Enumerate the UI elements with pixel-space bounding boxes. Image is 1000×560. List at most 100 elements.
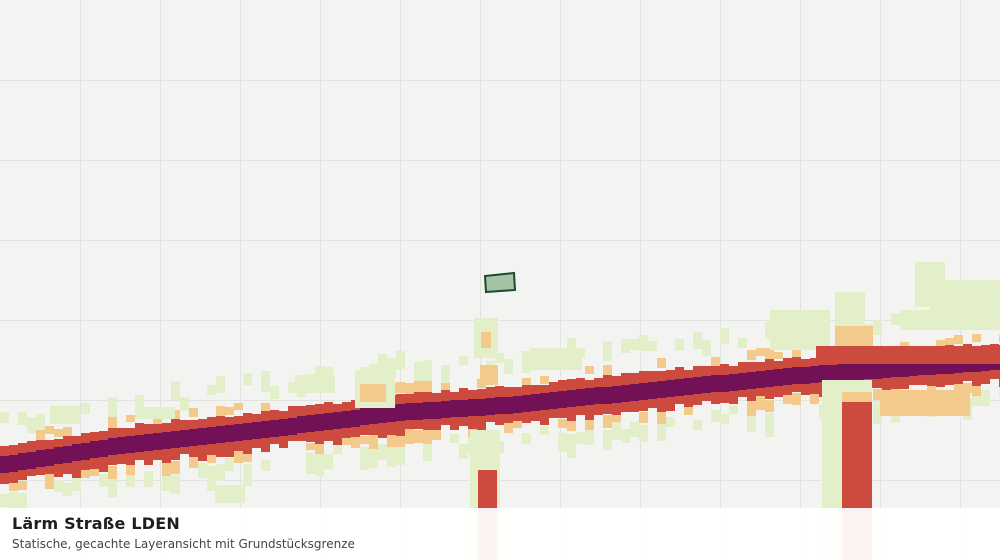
noise-cell-level-2: [126, 463, 135, 475]
noise-cell-level-4: [720, 375, 729, 392]
noise-cell-level-1: [171, 475, 180, 494]
noise-cell-level-4: [702, 376, 711, 393]
noise-cell-level-4: [288, 418, 297, 435]
noise-cell-level-4: [864, 362, 873, 379]
noise-cell-level-1: [522, 433, 531, 444]
noise-cell-level-1: [387, 443, 396, 467]
noise-cell-level-2: [810, 393, 819, 404]
noise-cell-level-2: [603, 365, 612, 379]
noise-cell-level-2: [480, 365, 498, 385]
noise-cell-level-1: [459, 356, 468, 365]
noise-cell-level-4: [540, 393, 549, 410]
noise-cell-level-4: [216, 426, 225, 443]
noise-cell-level-1: [369, 448, 378, 468]
noise-cell-level-1: [387, 358, 396, 378]
noise-cell-level-2: [747, 350, 756, 360]
parcel-boundary[interactable]: [483, 271, 517, 294]
noise-cell-level-4: [792, 367, 801, 384]
noise-cell-level-2: [108, 466, 117, 479]
noise-cell-level-1: [135, 407, 175, 419]
noise-cell-level-1: [333, 444, 342, 454]
noise-cell-level-1: [972, 388, 981, 406]
noise-cell-level-1: [738, 338, 747, 348]
noise-cell-level-2: [558, 419, 567, 428]
noise-cell-level-1: [693, 420, 702, 430]
noise-cell-level-2: [657, 358, 666, 368]
noise-cell-level-4: [27, 452, 36, 469]
noise-cell-level-3: [478, 479, 497, 488]
noise-cell-level-3: [842, 490, 872, 499]
noise-cell-level-2: [972, 384, 981, 396]
noise-cell-level-2: [954, 335, 963, 344]
noise-cell-level-4: [207, 427, 216, 444]
noise-cell-level-1: [0, 412, 9, 423]
noise-cell-level-2: [63, 427, 72, 437]
noise-cell-level-4: [126, 436, 135, 453]
noise-cell-level-2: [774, 352, 783, 359]
noise-cell-level-3: [842, 454, 872, 463]
noise-cell-level-4: [828, 365, 837, 382]
noise-cell-level-4: [378, 406, 387, 423]
noise-cell-level-4: [522, 395, 531, 412]
noise-cell-level-1: [295, 375, 335, 393]
noise-cell-level-1: [648, 341, 657, 351]
noise-cell-level-2: [972, 334, 981, 342]
noise-cell-level-1: [835, 292, 865, 330]
noise-cell-level-4: [738, 373, 747, 390]
noise-cell-level-1: [0, 494, 9, 507]
noise-cell-level-2: [963, 383, 972, 393]
noise-cell-level-2: [585, 418, 594, 430]
noise-cell-level-1: [459, 444, 468, 459]
noise-cell-level-4: [810, 366, 819, 383]
noise-cell-level-4: [99, 440, 108, 457]
noise-cell-level-4: [432, 402, 441, 419]
noise-cell-level-1: [396, 351, 405, 369]
noise-cell-level-4: [423, 402, 432, 419]
noise-cell-level-1: [612, 420, 621, 440]
noise-cell-level-1: [470, 430, 500, 439]
noise-cell-level-1: [270, 386, 279, 399]
noise-cell-level-2: [522, 378, 531, 389]
noise-cell-level-3: [842, 445, 872, 454]
noise-cell-level-1: [770, 310, 830, 350]
noise-cell-level-2: [36, 430, 45, 442]
noise-cell-level-4: [396, 404, 405, 421]
noise-cell-level-4: [585, 388, 594, 405]
noise-cell-level-2: [207, 455, 216, 463]
noise-cell-level-2: [792, 393, 801, 405]
noise-cell-level-2: [441, 383, 450, 395]
noise-cell-level-4: [666, 380, 675, 397]
noise-cell-level-1: [315, 452, 324, 476]
noise-cell-level-2: [405, 429, 414, 444]
noise-cell-level-2: [189, 456, 198, 468]
noise-cell-level-4: [531, 394, 540, 411]
noise-cell-level-4: [135, 435, 144, 452]
noise-cell-level-4: [144, 434, 153, 451]
noise-cell-level-2: [504, 423, 513, 433]
noise-cell-level-4: [369, 407, 378, 424]
noise-cell-level-4: [954, 356, 963, 373]
noise-cell-level-1: [693, 332, 702, 349]
noise-cell-level-3: [842, 481, 872, 490]
noise-cell-level-2: [351, 437, 360, 448]
noise-cell-level-4: [468, 399, 477, 416]
noise-cell-level-4: [0, 456, 9, 473]
noise-cell-level-2: [540, 376, 549, 384]
noise-cell-level-4: [234, 424, 243, 441]
noise-cell-level-2: [342, 438, 351, 445]
noise-cell-level-4: [909, 359, 918, 376]
noise-cell-level-4: [63, 446, 72, 463]
noise-cell-level-2: [387, 434, 396, 447]
noise-cell-level-2: [481, 332, 491, 348]
noise-cell-level-1: [50, 406, 80, 424]
noise-cell-level-1: [666, 417, 675, 427]
noise-cell-level-1: [288, 382, 297, 393]
noise-cell-level-1: [72, 478, 81, 491]
noise-cell-level-1: [657, 417, 666, 441]
noise-cell-level-2: [927, 386, 936, 393]
noise-cell-level-1: [216, 376, 225, 393]
noise-cell-level-1: [702, 340, 711, 356]
noise-cell-level-1: [981, 390, 990, 406]
